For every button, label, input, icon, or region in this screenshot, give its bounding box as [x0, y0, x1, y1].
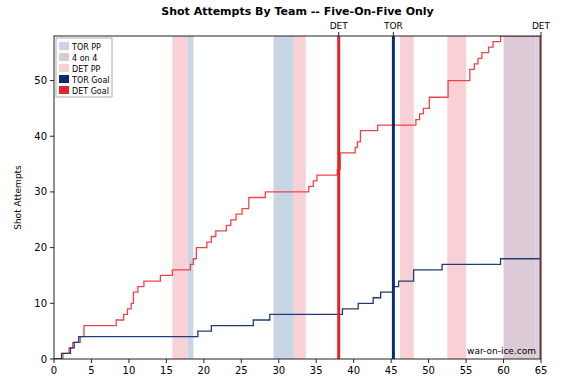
x-tick — [278, 359, 279, 363]
x-tick-label: 15 — [160, 365, 173, 376]
y-tick-label: 0 — [41, 354, 47, 365]
x-tick-label: 30 — [272, 365, 285, 376]
x-tick — [241, 359, 242, 363]
y-axis-label: Shot Attempts — [13, 165, 23, 230]
legend-label: 4 on 4 — [72, 54, 97, 63]
y-tick-label: 10 — [34, 298, 47, 309]
period-band — [294, 36, 306, 359]
series-line — [54, 259, 541, 359]
y-tick — [50, 136, 54, 137]
x-tick-label: 40 — [347, 365, 360, 376]
x-tick — [166, 359, 167, 363]
goal-label: DET — [532, 21, 551, 31]
goal-label: TOR — [383, 21, 403, 31]
plot-area — [54, 36, 541, 359]
y-tick — [50, 303, 54, 304]
x-tick — [91, 359, 92, 363]
y-tick-label: 30 — [34, 186, 47, 197]
legend-swatch — [59, 86, 69, 94]
period-band — [274, 36, 294, 359]
legend-label: TOR Goal — [71, 76, 110, 85]
goal-label: DET — [330, 21, 349, 31]
x-tick — [466, 359, 467, 363]
x-tick — [203, 359, 204, 363]
period-band — [536, 36, 541, 359]
legend-label: DET Goal — [72, 87, 109, 96]
x-tick-label: 20 — [197, 365, 210, 376]
x-tick — [391, 359, 392, 363]
x-tick — [503, 359, 504, 363]
y-tick — [50, 247, 54, 248]
plot-frame — [54, 36, 541, 359]
goal-line — [392, 36, 395, 359]
x-tick-label: 45 — [385, 365, 398, 376]
legend-swatch — [59, 64, 69, 72]
y-tick-label: 20 — [34, 242, 47, 253]
x-tick-label: 65 — [535, 365, 548, 376]
x-tick-label: 60 — [497, 365, 510, 376]
y-tick — [50, 191, 54, 192]
period-band — [447, 36, 466, 359]
x-tick-label: 0 — [51, 365, 57, 376]
goal-tick — [338, 32, 339, 36]
x-tick — [353, 359, 354, 363]
x-tick — [428, 359, 429, 363]
legend-swatch — [59, 53, 69, 61]
title: Shot Attempts By Team -- Five-On-Five On… — [161, 5, 434, 18]
y-tick-label: 50 — [34, 75, 47, 86]
y-tick-label: 40 — [34, 131, 47, 142]
legend-label: TOR PP — [71, 43, 101, 52]
x-tick-label: 55 — [460, 365, 473, 376]
legend: TOR PP 4 on 4 DET PP TOR Goal DET Goal — [56, 38, 112, 97]
x-tick-label: 35 — [310, 365, 323, 376]
x-tick-label: 50 — [422, 365, 435, 376]
y-tick — [50, 359, 54, 360]
goal-tick — [393, 32, 394, 36]
legend-swatch — [59, 42, 69, 50]
x-tick — [128, 359, 129, 363]
x-tick — [316, 359, 317, 363]
period-band — [172, 36, 187, 359]
x-tick-label: 10 — [123, 365, 136, 376]
chart: TOR DET DET 0 5 10 15 20 25 30 35 40 45 50 55 60 65 0 10 20… — [0, 0, 575, 385]
period-band — [504, 36, 536, 359]
legend-label: DET PP — [72, 65, 100, 74]
y-tick — [50, 80, 54, 81]
source: war-on-ice.com — [467, 346, 536, 356]
series-line — [54, 36, 541, 359]
x-tick — [54, 359, 55, 363]
plot-background — [54, 36, 541, 359]
goal-line — [337, 36, 340, 359]
legend-swatch — [59, 75, 69, 83]
x-tick-label: 25 — [235, 365, 248, 376]
goal-tick — [541, 32, 542, 36]
legend-box — [56, 38, 112, 97]
x-tick — [541, 359, 542, 363]
period-band — [400, 36, 413, 359]
x-tick-label: 5 — [88, 365, 94, 376]
period-band — [187, 36, 193, 359]
